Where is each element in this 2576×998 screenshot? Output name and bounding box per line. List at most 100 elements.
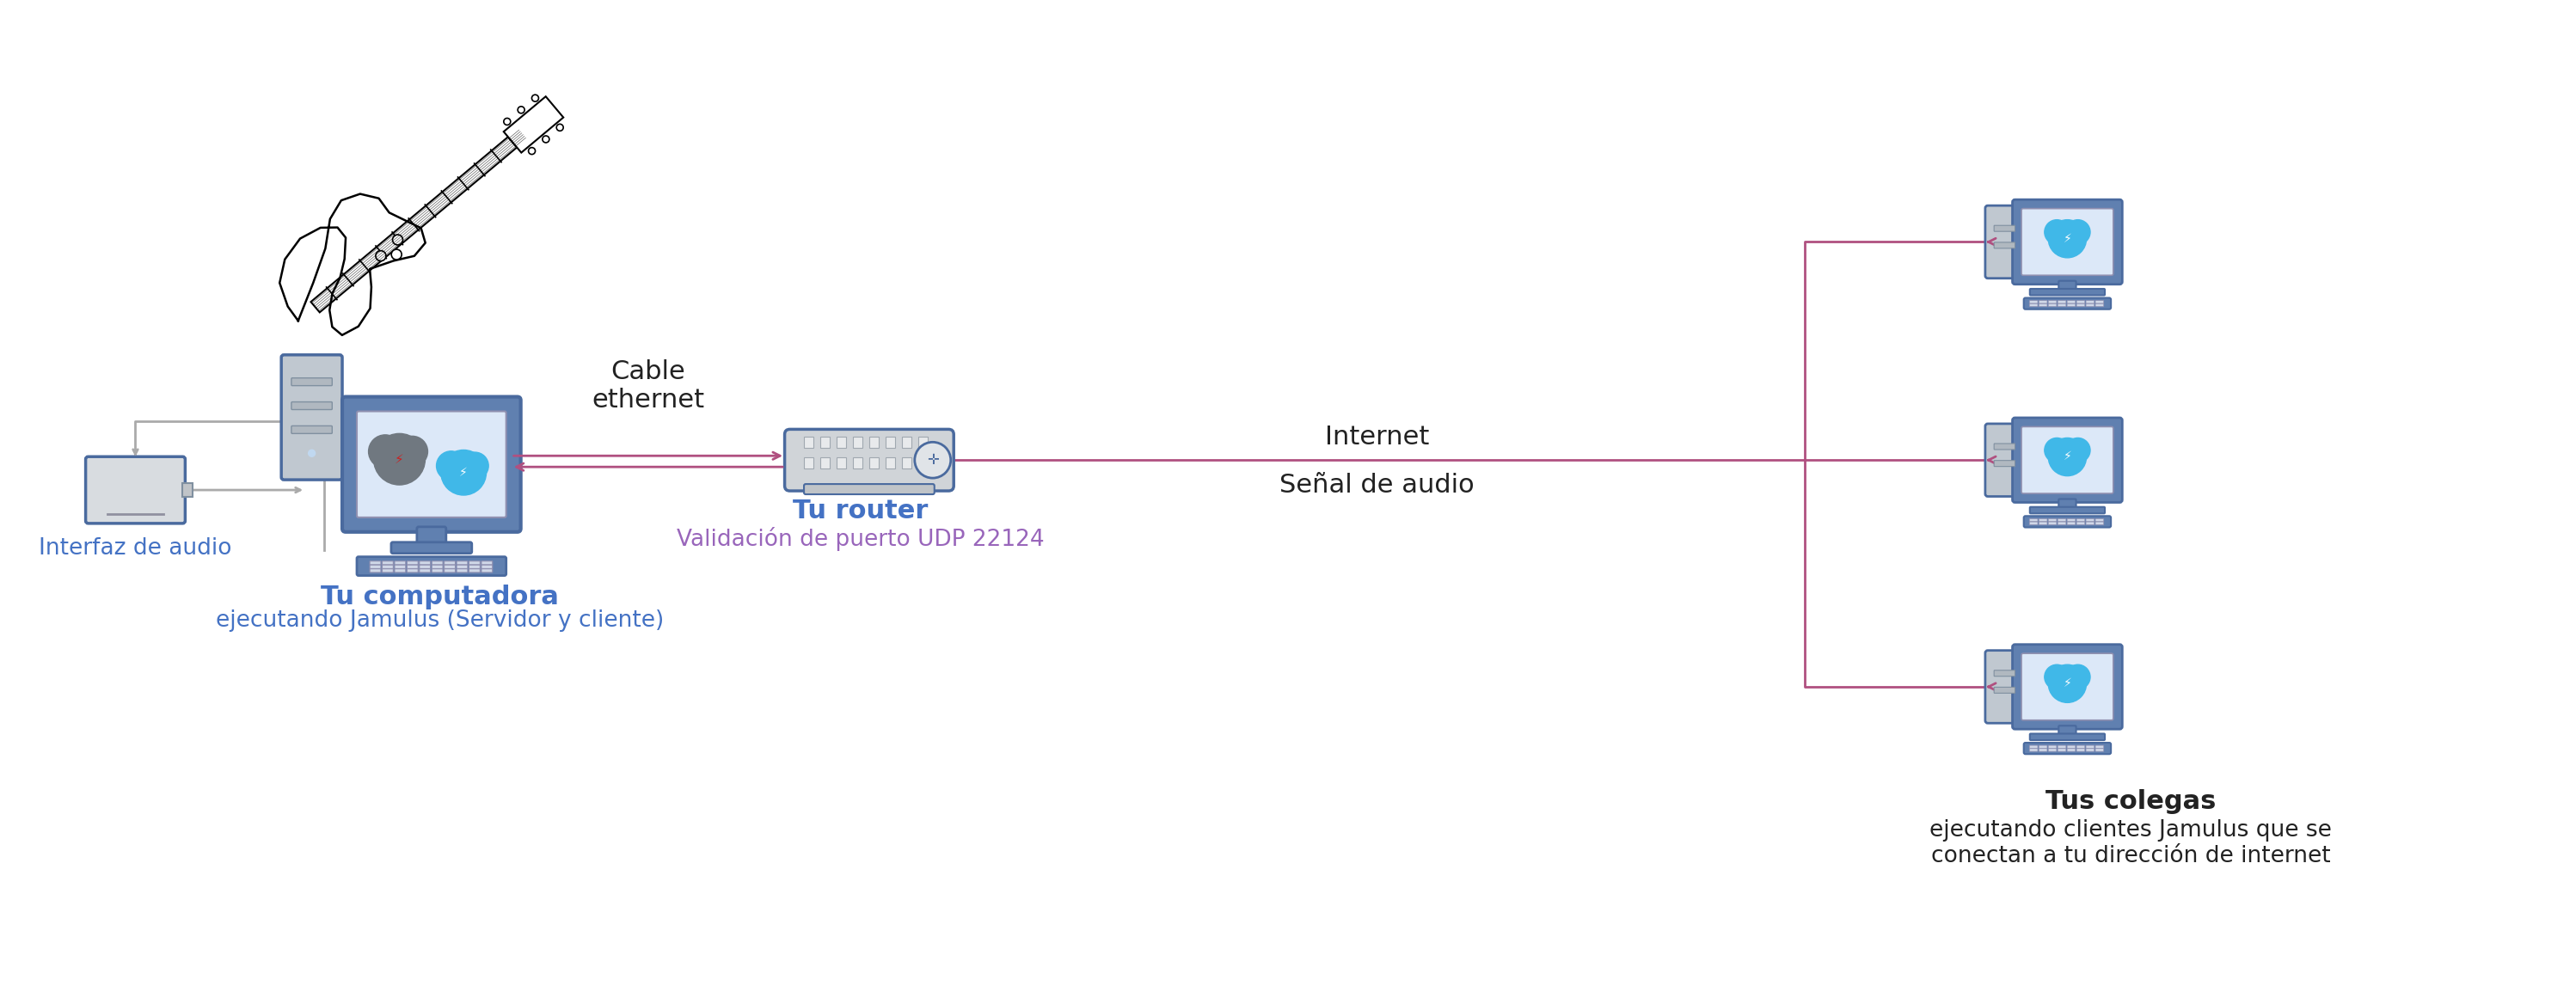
FancyBboxPatch shape [456, 565, 469, 569]
FancyBboxPatch shape [837, 436, 848, 448]
Circle shape [309, 450, 314, 457]
FancyBboxPatch shape [920, 457, 927, 468]
FancyBboxPatch shape [2012, 200, 2123, 284]
FancyBboxPatch shape [85, 457, 185, 523]
Circle shape [531, 95, 538, 102]
FancyBboxPatch shape [2058, 748, 2066, 751]
FancyBboxPatch shape [420, 565, 430, 569]
Circle shape [2045, 665, 2069, 690]
FancyBboxPatch shape [2094, 303, 2105, 306]
Circle shape [376, 250, 386, 261]
FancyBboxPatch shape [2025, 516, 2110, 527]
FancyBboxPatch shape [2087, 746, 2094, 748]
FancyBboxPatch shape [804, 484, 935, 494]
FancyBboxPatch shape [2048, 300, 2056, 303]
FancyBboxPatch shape [183, 483, 193, 497]
FancyBboxPatch shape [804, 457, 814, 468]
FancyBboxPatch shape [2025, 743, 2110, 754]
FancyBboxPatch shape [2058, 300, 2066, 303]
FancyBboxPatch shape [482, 569, 492, 573]
FancyBboxPatch shape [443, 561, 456, 565]
FancyBboxPatch shape [433, 569, 443, 573]
Text: ⚡: ⚡ [394, 453, 404, 466]
FancyBboxPatch shape [2030, 300, 2038, 303]
Text: Interfaz de audio: Interfaz de audio [39, 537, 232, 560]
FancyBboxPatch shape [2048, 748, 2056, 751]
FancyBboxPatch shape [381, 561, 394, 565]
Circle shape [374, 433, 425, 485]
Circle shape [2045, 220, 2069, 245]
FancyBboxPatch shape [871, 457, 878, 468]
FancyBboxPatch shape [2087, 303, 2094, 306]
FancyBboxPatch shape [2022, 427, 2112, 493]
FancyBboxPatch shape [2038, 300, 2048, 303]
FancyBboxPatch shape [2058, 726, 2076, 736]
FancyBboxPatch shape [2094, 522, 2105, 525]
FancyBboxPatch shape [2066, 748, 2076, 751]
Text: Validación de puerto UDP 22124: Validación de puerto UDP 22124 [677, 527, 1043, 551]
FancyBboxPatch shape [407, 565, 417, 569]
FancyBboxPatch shape [2094, 300, 2105, 303]
FancyBboxPatch shape [1986, 424, 2025, 496]
FancyBboxPatch shape [291, 402, 332, 409]
FancyBboxPatch shape [291, 426, 332, 433]
FancyBboxPatch shape [394, 565, 404, 569]
FancyBboxPatch shape [2038, 748, 2048, 751]
FancyBboxPatch shape [1994, 460, 2014, 466]
Circle shape [914, 442, 951, 478]
FancyBboxPatch shape [786, 429, 953, 491]
Circle shape [2048, 220, 2087, 257]
Text: Tu router: Tu router [793, 499, 927, 524]
Circle shape [2048, 438, 2087, 476]
FancyBboxPatch shape [2030, 519, 2038, 522]
Circle shape [461, 452, 489, 479]
FancyBboxPatch shape [420, 561, 430, 565]
FancyBboxPatch shape [902, 457, 912, 468]
FancyBboxPatch shape [1994, 226, 2014, 232]
FancyBboxPatch shape [2030, 734, 2105, 741]
Circle shape [435, 451, 466, 480]
FancyBboxPatch shape [469, 565, 479, 569]
FancyBboxPatch shape [433, 561, 443, 565]
FancyBboxPatch shape [443, 569, 456, 573]
FancyBboxPatch shape [2030, 507, 2105, 513]
FancyBboxPatch shape [2030, 522, 2038, 525]
FancyBboxPatch shape [2066, 519, 2076, 522]
FancyBboxPatch shape [358, 411, 505, 517]
FancyBboxPatch shape [456, 569, 469, 573]
FancyBboxPatch shape [2066, 300, 2076, 303]
FancyBboxPatch shape [456, 561, 469, 565]
FancyBboxPatch shape [407, 561, 417, 565]
Text: ejecutando clientes Jamulus que se
conectan a tu dirección de internet: ejecutando clientes Jamulus que se conec… [1929, 819, 2331, 867]
FancyBboxPatch shape [1994, 443, 2014, 449]
FancyBboxPatch shape [394, 561, 404, 565]
Circle shape [440, 450, 487, 495]
FancyBboxPatch shape [2076, 746, 2084, 748]
FancyBboxPatch shape [2022, 654, 2112, 721]
FancyBboxPatch shape [2058, 746, 2066, 748]
FancyBboxPatch shape [420, 569, 430, 573]
FancyBboxPatch shape [394, 569, 404, 573]
FancyBboxPatch shape [392, 542, 471, 553]
Text: Tus colegas: Tus colegas [2045, 789, 2215, 814]
FancyBboxPatch shape [2076, 303, 2084, 306]
FancyBboxPatch shape [2030, 288, 2105, 295]
Text: ✛: ✛ [927, 452, 938, 468]
FancyBboxPatch shape [2058, 499, 2076, 509]
Circle shape [518, 107, 526, 114]
FancyBboxPatch shape [2038, 303, 2048, 306]
FancyBboxPatch shape [822, 457, 829, 468]
FancyBboxPatch shape [407, 569, 417, 573]
Polygon shape [281, 194, 425, 335]
Circle shape [2066, 438, 2089, 463]
FancyBboxPatch shape [2012, 645, 2123, 730]
FancyBboxPatch shape [2087, 522, 2094, 525]
Circle shape [2045, 438, 2069, 463]
FancyBboxPatch shape [804, 436, 814, 448]
FancyBboxPatch shape [2094, 748, 2105, 751]
Text: ⚡: ⚡ [2063, 451, 2071, 463]
FancyBboxPatch shape [1986, 206, 2025, 278]
FancyBboxPatch shape [837, 457, 848, 468]
FancyBboxPatch shape [871, 436, 878, 448]
Circle shape [392, 235, 402, 245]
